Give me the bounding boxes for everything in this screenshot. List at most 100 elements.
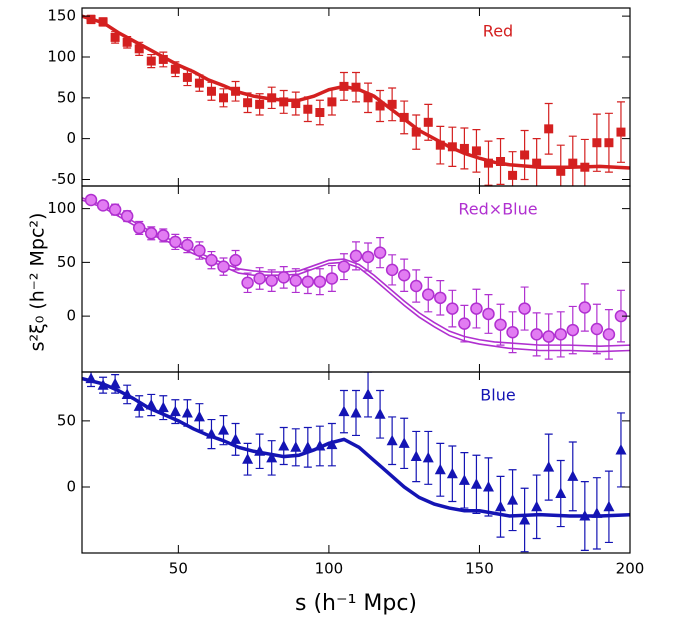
marker xyxy=(361,250,375,264)
x-tick-label: 50 xyxy=(169,560,188,578)
y-tick-label: 150 xyxy=(47,7,76,25)
marker xyxy=(470,478,482,489)
y-tick-label: 0 xyxy=(66,129,76,147)
marker xyxy=(349,249,363,263)
marker xyxy=(170,64,180,74)
panel xyxy=(82,193,630,360)
marker xyxy=(145,227,158,240)
marker xyxy=(230,433,242,444)
marker xyxy=(495,500,507,512)
marker xyxy=(496,157,506,167)
y-tick-label: 0 xyxy=(66,477,76,495)
marker xyxy=(98,17,108,27)
marker xyxy=(579,510,591,521)
marker xyxy=(447,142,457,152)
marker xyxy=(339,81,349,91)
marker xyxy=(566,323,580,337)
marker xyxy=(543,461,555,472)
marker xyxy=(374,408,386,419)
marker xyxy=(506,325,519,339)
marker xyxy=(205,428,217,439)
marker xyxy=(219,93,229,103)
marker xyxy=(532,158,542,168)
marker xyxy=(375,101,385,111)
marker xyxy=(181,406,193,418)
marker xyxy=(544,124,554,134)
marker xyxy=(169,405,181,417)
marker xyxy=(325,272,339,285)
marker xyxy=(217,260,230,273)
marker xyxy=(267,93,277,103)
marker xyxy=(387,99,397,109)
marker xyxy=(277,271,290,284)
marker xyxy=(205,253,218,267)
marker xyxy=(385,263,399,277)
marker xyxy=(446,467,458,479)
y-axis-label: s²ξ₀ (h⁻² Mpc²) xyxy=(27,213,49,352)
marker xyxy=(373,246,387,259)
marker xyxy=(422,288,435,301)
marker xyxy=(243,98,253,108)
marker xyxy=(290,441,302,452)
marker xyxy=(301,275,315,288)
marker xyxy=(145,399,157,410)
y-tick-label: 50 xyxy=(57,411,76,429)
y-tick-label: 100 xyxy=(47,47,76,65)
marker xyxy=(266,451,278,463)
y-tick-label: 100 xyxy=(47,199,76,217)
x-tick-label: 100 xyxy=(315,560,344,578)
y-tick-label: 50 xyxy=(57,253,76,271)
marker xyxy=(181,238,194,252)
x-tick-label: 150 xyxy=(465,560,494,578)
marker xyxy=(182,72,192,82)
marker xyxy=(218,424,230,435)
marker xyxy=(350,406,362,418)
marker xyxy=(580,162,590,172)
marker xyxy=(351,82,361,92)
marker xyxy=(289,274,303,287)
marker xyxy=(616,127,626,137)
marker xyxy=(241,276,254,290)
marker xyxy=(568,158,578,168)
marker xyxy=(494,318,507,331)
marker xyxy=(482,307,495,321)
marker xyxy=(327,97,337,107)
marker xyxy=(555,487,567,499)
marker xyxy=(132,221,146,235)
marker xyxy=(193,410,205,422)
marker xyxy=(97,379,109,390)
marker xyxy=(146,56,156,66)
marker xyxy=(279,97,289,107)
model-line xyxy=(82,199,630,353)
panel-frame xyxy=(81,371,631,554)
marker xyxy=(530,328,543,341)
marker xyxy=(362,388,374,399)
marker xyxy=(85,372,97,384)
marker xyxy=(278,439,290,451)
marker xyxy=(194,78,204,88)
panel-frame xyxy=(81,185,631,373)
marker xyxy=(446,302,459,315)
marker xyxy=(120,209,134,223)
marker xyxy=(96,199,110,212)
marker xyxy=(482,480,494,492)
marker xyxy=(556,166,566,176)
marker xyxy=(338,405,350,417)
marker xyxy=(133,400,145,411)
marker xyxy=(398,437,410,448)
marker xyxy=(592,138,602,148)
marker xyxy=(434,291,447,305)
marker xyxy=(253,272,266,285)
marker xyxy=(458,317,471,330)
marker xyxy=(434,463,446,475)
y-tick-label: 50 xyxy=(57,88,76,106)
marker xyxy=(603,500,615,512)
x-tick-label: 200 xyxy=(616,560,645,578)
model-line xyxy=(82,376,630,518)
marker xyxy=(554,328,567,341)
marker xyxy=(242,453,254,464)
marker xyxy=(459,143,469,153)
marker xyxy=(84,193,98,207)
marker xyxy=(108,203,122,216)
